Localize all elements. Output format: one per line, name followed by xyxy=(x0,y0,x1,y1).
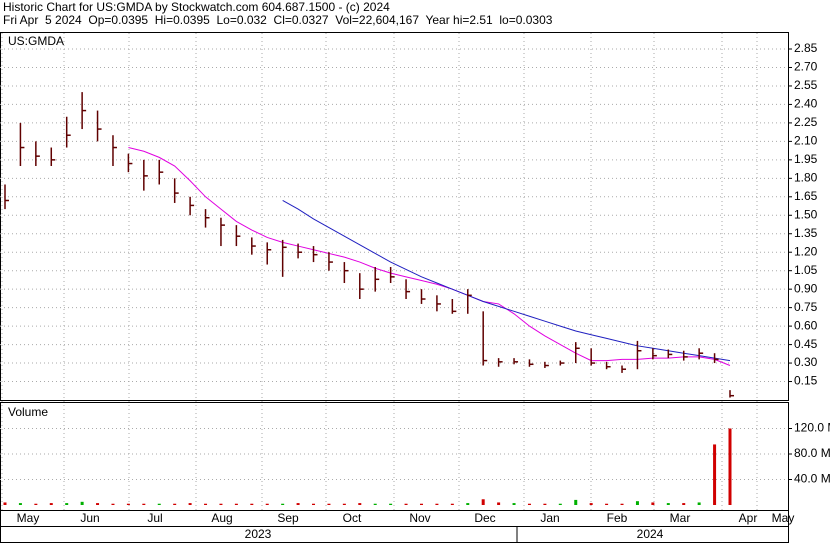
price-frame xyxy=(0,32,789,401)
volume-bar xyxy=(111,503,115,505)
y-tick-label: 1.95 xyxy=(794,152,818,166)
volume-bar xyxy=(18,503,22,505)
volume-bar xyxy=(435,503,439,505)
y-tick-label: 80.0 M xyxy=(794,446,830,460)
volume-bar xyxy=(327,503,331,505)
month-label: Dec xyxy=(474,511,495,525)
volume-bar xyxy=(96,503,100,505)
volume-bar xyxy=(65,503,69,505)
volume-bar xyxy=(497,502,501,505)
month-label: Jan xyxy=(540,511,559,525)
y-tick-label: 1.05 xyxy=(794,263,818,277)
month-label: Feb xyxy=(607,511,628,525)
month-label: Apr xyxy=(739,511,758,525)
volume-bar xyxy=(265,503,269,505)
volume-bar xyxy=(234,503,238,505)
month-label: Jun xyxy=(80,511,99,525)
year-label: 2024 xyxy=(637,527,664,541)
volume-bar xyxy=(281,503,285,505)
y-tick-label: 0.75 xyxy=(794,300,818,314)
volume-bar xyxy=(126,503,130,505)
y-tick-label: 2.25 xyxy=(794,115,818,129)
volume-bar xyxy=(589,503,593,505)
volume-bar xyxy=(620,503,624,505)
volume-bar xyxy=(666,503,670,505)
month-label: Nov xyxy=(409,511,430,525)
volume-bar xyxy=(713,444,717,505)
y-tick-label: 1.65 xyxy=(794,189,818,203)
volume-bar xyxy=(358,503,362,505)
volume-bar xyxy=(697,502,701,505)
moving-average xyxy=(282,200,731,362)
y-tick-label: 40.0 M xyxy=(794,472,830,486)
y-tick-label: 1.20 xyxy=(794,244,818,258)
volume-bar xyxy=(728,428,732,505)
volume-bar xyxy=(450,503,454,505)
volume-bar xyxy=(605,503,609,505)
volume-bar xyxy=(481,499,485,505)
volume-bar xyxy=(389,503,393,505)
volume-bar xyxy=(558,503,562,505)
volume-bar xyxy=(419,503,423,505)
volume-bar xyxy=(543,503,547,505)
header-quote: Fri Apr 5 2024 Op=0.0395 Hi=0.0395 Lo=0.… xyxy=(3,13,553,27)
volume-bar xyxy=(682,503,686,505)
y-tick-label: 0.90 xyxy=(794,281,818,295)
volume-bar xyxy=(512,503,516,505)
volume-bar xyxy=(635,501,639,505)
y-tick-label: 1.50 xyxy=(794,207,818,221)
volume-bar xyxy=(142,503,146,505)
y-tick-label: 2.85 xyxy=(794,41,818,55)
y-tick-label: 0.15 xyxy=(794,374,818,388)
month-label: Aug xyxy=(211,511,232,525)
y-tick-label: 2.40 xyxy=(794,97,818,111)
y-tick-label: 1.80 xyxy=(794,170,818,184)
volume-bar xyxy=(3,502,7,505)
symbol-label: US:GMDA xyxy=(8,34,64,48)
volume-bar xyxy=(466,503,470,505)
volume-label: Volume xyxy=(8,405,48,419)
volume-bar xyxy=(342,503,346,505)
volume-bar xyxy=(312,503,316,505)
y-tick-label: 120.0 M xyxy=(794,421,830,435)
header-title: Historic Chart for US:GMDA by Stockwatch… xyxy=(3,0,390,14)
y-tick-label: 2.55 xyxy=(794,78,818,92)
volume-bar xyxy=(173,503,177,505)
y-tick-label: 1.35 xyxy=(794,226,818,240)
volume-bar xyxy=(404,503,408,505)
volume-bar xyxy=(49,503,53,505)
year-label: 2023 xyxy=(245,527,272,541)
month-label: Sep xyxy=(277,511,299,525)
moving-average xyxy=(128,147,731,366)
volume-bar xyxy=(80,501,84,505)
volume-bar xyxy=(34,503,38,505)
volume-bar xyxy=(296,503,300,505)
volume-bar xyxy=(204,503,208,505)
volume-bar xyxy=(574,499,578,505)
month-label: May xyxy=(772,511,795,525)
volume-bar xyxy=(373,503,377,505)
volume-bar xyxy=(527,503,531,505)
y-tick-label: 2.70 xyxy=(794,60,818,74)
volume-bar xyxy=(157,503,161,505)
y-tick-label: 0.60 xyxy=(794,318,818,332)
y-tick-label: 0.30 xyxy=(794,355,818,369)
y-tick-label: 2.10 xyxy=(794,134,818,148)
y-tick-label: 0.45 xyxy=(794,337,818,351)
volume-bar xyxy=(188,503,192,505)
month-label: May xyxy=(17,511,40,525)
month-label: Mar xyxy=(670,511,691,525)
month-label: Oct xyxy=(343,511,362,525)
volume-bar xyxy=(651,502,655,505)
volume-bar xyxy=(219,503,223,505)
month-label: Jul xyxy=(147,511,162,525)
volume-bar xyxy=(250,503,254,505)
